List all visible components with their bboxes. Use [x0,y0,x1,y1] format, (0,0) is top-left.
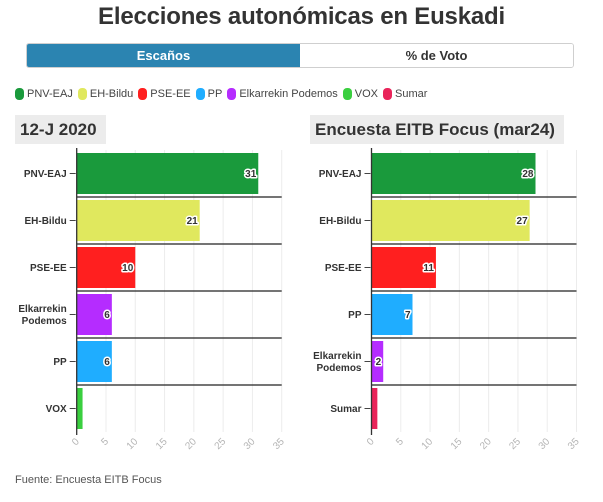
x-tick-label: 20 [183,436,199,452]
x-tick-label: 35 [271,436,287,452]
category-label: Sumar [330,404,361,415]
legend-item-sumar[interactable]: Sumar [382,88,428,100]
legend-item-ehbildu[interactable]: EH-Bildu [77,88,134,100]
bar [76,200,200,241]
metric-toggle: Escaños % de Voto [26,43,574,68]
toggle-voto-button[interactable]: % de Voto [300,44,573,67]
bar [76,294,112,335]
x-tick-label: 15 [154,436,170,452]
legend-swatch [382,88,392,100]
legend-label: PSE-EE [150,88,191,100]
x-tick-label: 30 [242,436,258,452]
data-label: 7 [405,310,411,321]
data-label: 2 [376,357,382,368]
x-tick-label: 25 [507,436,523,452]
x-tick-label: 10 [420,436,436,452]
category-label: PNV-EAJ [319,169,362,180]
legend-item-vox[interactable]: VOX [342,88,378,100]
x-tick-label: 5 [99,436,111,448]
legend-label: VOX [354,88,378,100]
legend-label: EH-Bildu [89,88,134,100]
bar [371,153,536,194]
legend-label: Elkarrekin Podemos [239,88,338,100]
category-label: PSE-EE [325,263,362,274]
legend-item-podemos[interactable]: Elkarrekin Podemos [227,88,338,100]
category-label: PNV-EAJ [24,169,67,180]
legend-swatch [15,88,24,100]
category-label: Elkarrekin Podemos [313,351,362,374]
bar [371,247,436,288]
bar [76,388,83,429]
data-label: 11 [423,263,434,274]
toggle-escanos-button[interactable]: Escaños [27,44,300,67]
x-tick-label: 0 [365,436,377,448]
data-label: 31 [245,169,257,180]
category-label: VOX [46,404,67,415]
legend-label: PP [207,88,223,100]
legend-swatch [138,88,148,100]
bar [76,247,136,288]
x-tick-label: 25 [213,436,229,452]
chart-title-encuesta: Encuesta EITB Focus (mar24) [310,115,564,144]
category-label: PP [348,310,362,321]
legend-label: PNV-EAJ [27,88,73,100]
category-label: EH-Bildu [319,216,361,227]
bar [371,200,530,241]
x-tick-label: 0 [70,436,82,448]
x-tick-label: 35 [566,436,582,452]
category-label: PSE-EE [30,263,67,274]
bar [371,294,413,335]
category-label: PP [53,357,67,368]
legend-swatch [195,88,205,100]
category-label: Elkarrekin Podemos [18,304,67,327]
x-tick-label: 10 [125,436,141,452]
bar [371,388,378,429]
x-tick-label: 15 [449,436,465,452]
data-label: 10 [122,263,134,274]
legend-swatch [77,88,87,100]
legend-swatch [227,88,237,100]
bar [76,153,259,194]
x-tick-label: 30 [537,436,553,452]
legend: PNV-EAJ EH-Bildu PSE-EE PP Elkarrekin Po… [15,88,432,100]
data-label: 6 [104,357,110,368]
bar [371,341,384,382]
x-tick-label: 5 [394,436,406,448]
bar [76,341,112,382]
legend-item-pnv[interactable]: PNV-EAJ [15,88,73,100]
data-label: 6 [104,310,110,321]
data-label: 28 [522,169,534,180]
source-note: Fuente: Encuesta EITB Focus [15,474,162,486]
legend-item-psee[interactable]: PSE-EE [138,88,191,100]
category-label: EH-Bildu [24,216,66,227]
legend-swatch [342,88,352,100]
data-label: 21 [187,216,199,227]
legend-item-pp[interactable]: PP [195,88,223,100]
page-title: Elecciones autonómicas en Euskadi [98,3,505,30]
chart-title-2020: 12-J 2020 [15,115,106,144]
x-tick-label: 20 [478,436,494,452]
data-label: 27 [517,216,529,227]
legend-label: Sumar [394,88,428,100]
